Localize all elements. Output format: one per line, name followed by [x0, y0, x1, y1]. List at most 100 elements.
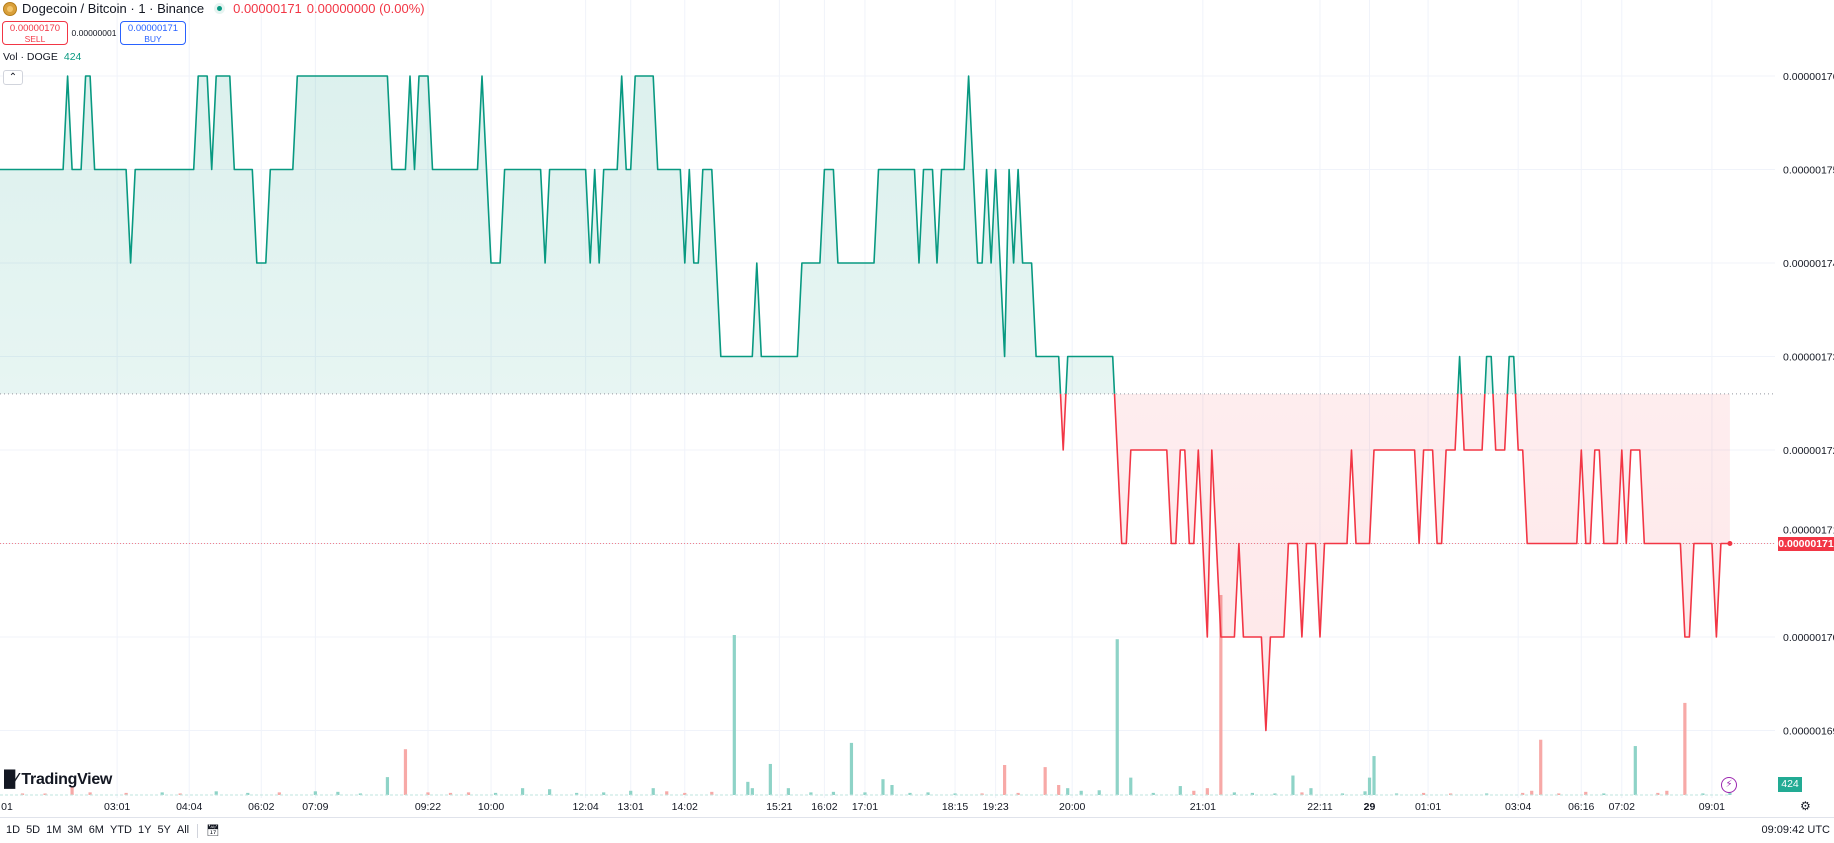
volume-bar	[1003, 765, 1007, 795]
volume-bar	[1602, 793, 1606, 795]
chevron-up-icon: ⌃	[8, 72, 18, 83]
volume-bar	[1633, 746, 1637, 795]
volume-bar	[1728, 792, 1732, 795]
calendar-goto-icon[interactable]: 📅︎	[206, 825, 221, 837]
volume-bar	[1192, 790, 1196, 795]
volume-bar	[1372, 756, 1376, 795]
time-axis-label: 17:01	[852, 801, 878, 813]
time-axis-label: 03:01	[104, 801, 130, 813]
price-axis-label: 0.00000173	[1783, 352, 1834, 364]
volume-bar	[1557, 793, 1561, 795]
volume-bar	[732, 635, 736, 795]
price-area	[0, 76, 1775, 731]
collapse-legend-button[interactable]: ⌃	[3, 70, 23, 85]
sell-button[interactable]: 0.00000170 SELL	[2, 21, 68, 45]
volume-bar	[214, 791, 218, 795]
volume-bar	[602, 792, 606, 795]
volume-bar	[1367, 777, 1372, 795]
volume-legend[interactable]: Vol · DOGE 424	[3, 51, 81, 63]
volume-bar	[1273, 793, 1277, 795]
volume-bar	[1449, 793, 1453, 795]
time-axis-label: 01:01	[1415, 801, 1441, 813]
price-line-up	[0, 75, 1517, 394]
volume-bar	[1057, 785, 1061, 795]
volume-bar	[1539, 739, 1543, 795]
volume-bar	[124, 792, 128, 795]
time-axis-label: 18:15	[942, 801, 968, 813]
volume-bar	[548, 789, 552, 795]
volume-bar	[1250, 792, 1254, 795]
range-5y[interactable]: 5Y	[157, 824, 171, 836]
clock[interactable]: 09:09:42 UTC	[1761, 824, 1830, 836]
volume-bar	[1485, 793, 1489, 795]
time-axis-label: 07:02	[1609, 801, 1635, 813]
volume-bar	[1079, 790, 1083, 795]
volume-bar	[1115, 639, 1119, 795]
volume-bar	[448, 792, 453, 795]
volume-bar	[710, 791, 714, 795]
time-axis-label: 01	[1, 801, 13, 813]
volume-bar	[1016, 792, 1020, 795]
symbol-title[interactable]: Dogecoin / Bitcoin · 1 · Binance	[22, 1, 205, 16]
volume-bar	[1421, 792, 1426, 795]
volume-bar	[466, 792, 471, 795]
volume-bar	[1205, 788, 1209, 795]
price-line	[0, 75, 1733, 732]
time-axis-label: 20:00	[1059, 801, 1085, 813]
buy-label: BUY	[144, 34, 162, 44]
volume-bar	[1151, 792, 1155, 795]
volume-bar	[313, 791, 317, 795]
volume-bar	[651, 788, 655, 795]
gear-icon[interactable]: ⚙	[1800, 799, 1811, 813]
range-5d[interactable]: 5D	[26, 824, 41, 836]
price-axis[interactable]: 0.00000176 0.00000175 0.00000174 0.00000173…	[1783, 71, 1834, 738]
symbol-legend[interactable]: Dogecoin / Bitcoin · 1 · Binance 0.00000…	[3, 1, 425, 16]
volume-bar	[1129, 777, 1133, 795]
volume-bar	[88, 792, 92, 795]
time-axis-label: 10:00	[478, 801, 504, 813]
last-price: 0.00000171	[233, 1, 302, 16]
sell-label: SELL	[24, 34, 46, 44]
time-axis-label: 12:04	[573, 801, 599, 813]
price-axis-label: 0.00000175	[1783, 165, 1834, 177]
price-axis-label: 0.00000171	[1783, 525, 1834, 537]
volume-bar	[768, 763, 772, 795]
up-area-fill	[0, 76, 1516, 394]
volume-bar	[849, 742, 854, 795]
range-all[interactable]: All	[176, 824, 190, 836]
volume-bar	[1300, 792, 1304, 795]
time-axis-label: 04:04	[176, 801, 202, 813]
spread-value: 0.00000001	[71, 28, 117, 38]
volume-bar	[1394, 793, 1399, 795]
volume-bar	[1097, 790, 1101, 795]
range-1y[interactable]: 1Y	[137, 824, 152, 836]
volume-bar	[863, 792, 867, 795]
volume-bar	[1066, 788, 1070, 795]
volume-bar	[385, 777, 390, 795]
volume-bar	[1309, 788, 1313, 795]
volume-bar	[178, 793, 182, 795]
trade-buttons: 0.00000170 SELL 0.00000001 0.00000171 BU…	[2, 21, 186, 45]
time-axis-label: 07:09	[302, 801, 328, 813]
tradingview-logo[interactable]: █⁄ TradingView	[4, 771, 112, 789]
volume-value: 424	[63, 51, 82, 63]
buy-button[interactable]: 0.00000171 BUY	[120, 21, 186, 45]
volume-bar	[953, 793, 957, 795]
volume-bar	[1656, 792, 1660, 795]
tradingview-logo-text: TradingView	[21, 771, 113, 788]
range-6m[interactable]: 6M	[88, 824, 104, 836]
range-1m[interactable]: 1M	[46, 824, 62, 836]
volume-bar	[1584, 791, 1588, 795]
volume-bar	[746, 781, 750, 795]
range-1d[interactable]: 1D	[6, 824, 21, 836]
price-chart[interactable]: 01 03:01 04:04 06:02 07:09 09:22 10:00 12:04 13:…	[0, 0, 1834, 817]
range-ytd[interactable]: YTD	[109, 824, 132, 836]
volume-bar	[831, 791, 836, 795]
volume-bar	[980, 793, 984, 795]
bottom-toolbar: 1D 5D 1M 3M 6M YTD 1Y 5Y All 📅︎ 09:09:42…	[0, 817, 1834, 843]
time-axis[interactable]: 01 03:01 04:04 06:02 07:09 09:22 10:00 12:04 13:…	[1, 801, 1725, 813]
price-axis-label: 0.00000169	[1783, 726, 1834, 738]
range-3m[interactable]: 3M	[67, 824, 83, 836]
lightning-icon[interactable]: ⚡︎	[1721, 777, 1737, 793]
volume-bar	[246, 792, 250, 795]
